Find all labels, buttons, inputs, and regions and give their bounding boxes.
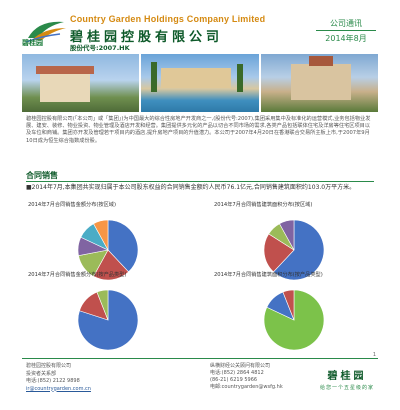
pie-slice: [77, 289, 139, 351]
chart-title: 2014年7月合同销售建筑面积分布(按产品类型): [214, 272, 323, 278]
badge-title: 公司通讯: [316, 18, 376, 31]
photo-building: [22, 54, 140, 112]
contact-email-link[interactable]: ir@countrygarden.com.cn: [26, 385, 91, 392]
contact-block: 碧桂园控股有限公司 投资者关系部 电话:(852) 2122 9898 ir@c…: [26, 363, 91, 393]
chart-card-2: 2014年7月合同销售建筑面积分布(按区域): [214, 202, 374, 284]
pie-slice: [107, 219, 139, 273]
footer-brand-block: 碧桂园 给您一个五星级的家: [320, 367, 374, 391]
chart-title: 2014年7月合同销售金额分布(按产品类型): [28, 272, 127, 278]
chart-title: 2014年7月合同销售建筑面积分布(按区域): [214, 202, 313, 208]
pie-slice: [93, 249, 129, 281]
chart-card-1: 2014年7月合同销售金额分布(按区域): [28, 202, 188, 284]
pr-phone: 电话:(852) 2864 4812: [210, 370, 264, 376]
company-name-en: Country Garden Holdings Company Limited: [70, 14, 266, 24]
sales-summary-text: 2014年7月,本集团共实现归属于本公司股东权益的合同销售金额约人民币76.1亿…: [31, 184, 356, 191]
photo-hotel: [260, 54, 378, 112]
chart-card-4: 2014年7月合同销售建筑面积分布(按产品类型): [214, 272, 374, 354]
sales-summary: ■2014年7月,本集团共实现归属于本公司股东权益的合同销售金额约人民币76.1…: [26, 184, 374, 192]
section-divider: [26, 181, 374, 182]
pie-chart-area-region: [263, 219, 325, 281]
issue-badge: 公司通讯 2014年8月: [316, 18, 376, 44]
pie-slice: [279, 219, 295, 251]
stock-code: 股份代号:2007.HK: [70, 44, 130, 52]
pr-email: 电邮:countrygarden@wsfg.hk: [210, 384, 283, 390]
page-number: 1: [372, 352, 376, 358]
pie-slice: [263, 233, 295, 273]
pie-chart-area-product: [263, 289, 325, 351]
pr-phone-2: (86-21) 6219 5966: [210, 377, 258, 383]
footer: 碧桂园控股有限公司 投资者关系部 电话:(852) 2122 9898 ir@c…: [22, 358, 378, 403]
contact-phone: 电话:(852) 2122 9898: [26, 378, 80, 384]
photo-resort: [141, 54, 259, 112]
badge-date: 2014年8月: [325, 34, 367, 43]
footer-brand: 碧桂园: [327, 371, 367, 382]
footer-slogan: 给您一个五星级的家: [319, 385, 374, 391]
pie-slice: [96, 289, 109, 321]
pie-slice: [282, 289, 295, 321]
chart-title: 2014年7月合同销售金额分布(按区域): [28, 202, 116, 208]
pie-slice: [273, 219, 325, 281]
pr-company: 纵横财经公关顾问有限公司: [210, 363, 271, 369]
pie-slice: [93, 219, 109, 251]
bullet-icon: ■: [26, 184, 32, 191]
pie-chart-amount-product: [77, 289, 139, 351]
company-name-cn: 碧桂园控股有限公司: [70, 30, 224, 45]
contact-dept: 投资者关系部: [26, 370, 57, 377]
contact-title: 碧桂园控股有限公司: [26, 363, 72, 369]
header: 碧桂园 Country Garden Holdings Company Limi…: [22, 8, 378, 52]
sales-heading: 合同销售: [26, 171, 58, 180]
logo-text: 碧桂园: [22, 39, 43, 47]
country-garden-logo-icon: [25, 21, 66, 43]
chart-card-3: 2014年7月合同销售金额分布(按产品类型): [28, 272, 188, 354]
company-intro: 碧桂园控股有限公司(「本公司」或「集团」)为中国最大的综合性房地产开发商之一,(…: [26, 116, 371, 144]
pie-chart-amount-region: [77, 219, 139, 281]
pr-contact-block: 纵横财经公关顾问有限公司 电话:(852) 2864 4812 (86-21) …: [210, 363, 283, 391]
pie-slice: [263, 289, 325, 351]
photo-strip: [22, 54, 378, 112]
